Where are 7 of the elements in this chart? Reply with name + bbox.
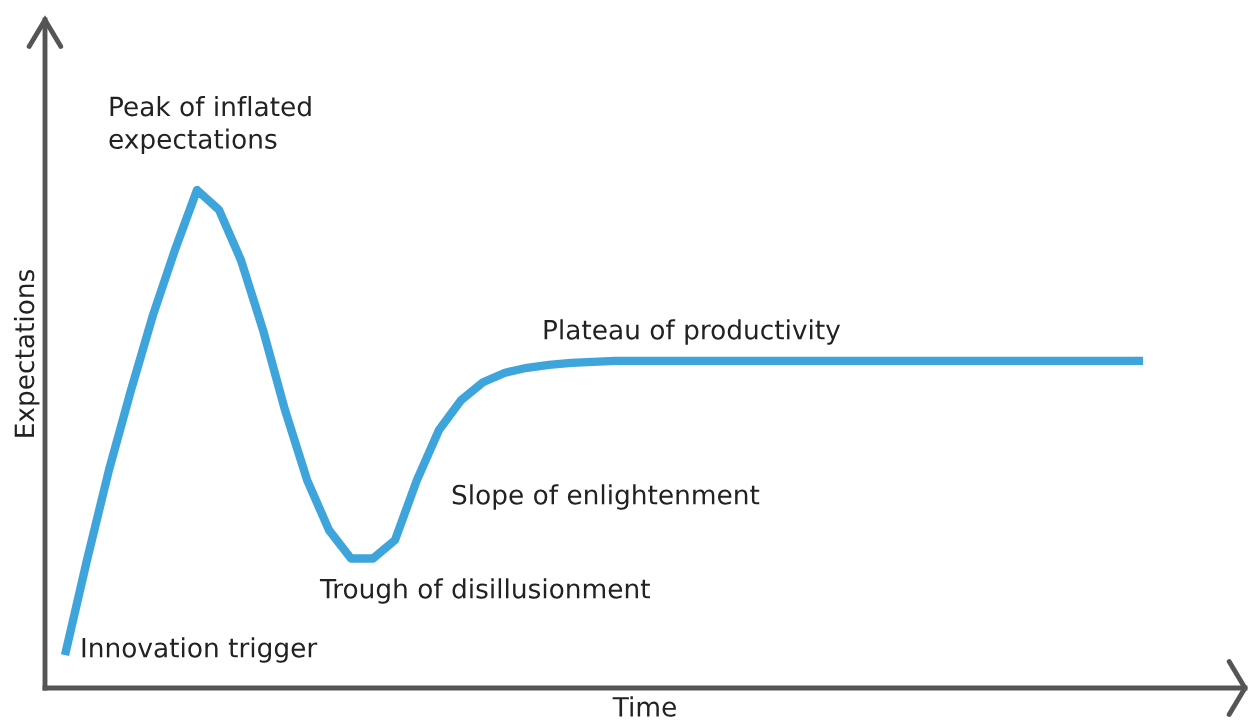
text: Peak of inflated expectations xyxy=(109,95,311,155)
annotation: Plateau of productivity xyxy=(544,319,841,345)
x-axis-title: Time xyxy=(612,696,676,717)
annotation: Slope of enlightenment xyxy=(452,484,760,510)
annotation: Trough of disillusionment xyxy=(319,578,650,604)
annotation: Innovation trigger xyxy=(82,637,318,663)
y-axis-title: Expectations xyxy=(13,269,40,437)
